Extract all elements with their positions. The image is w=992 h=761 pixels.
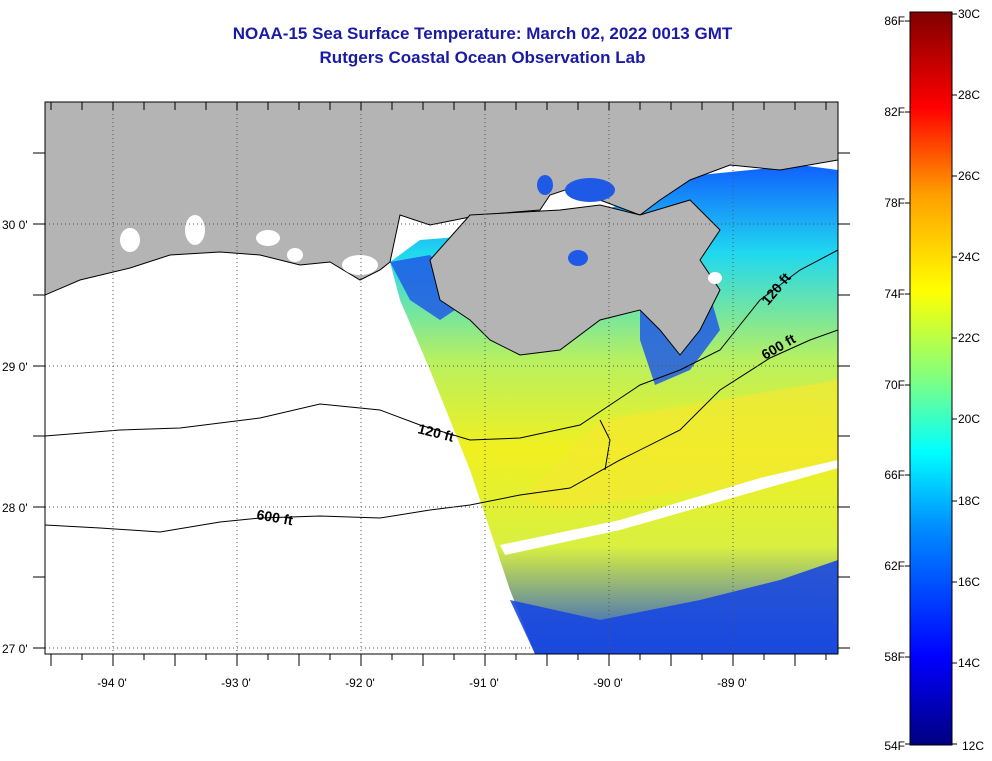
colorbar-f-label: 86F	[884, 14, 905, 28]
lon-label: -90 0'	[593, 676, 623, 690]
lat-label: 30 0'	[2, 218, 28, 232]
lon-label: -94 0'	[97, 676, 127, 690]
isobath-shelf-edge	[599, 419, 611, 471]
isobath-120ft-west	[45, 249, 838, 441]
colorbar-c-label: 18C	[958, 494, 980, 508]
lat-label: 29 0'	[2, 360, 28, 374]
colorbar-f-label: 54F	[884, 739, 905, 753]
lake-water	[537, 175, 553, 195]
lake-water	[568, 250, 588, 266]
lat-label: 28 0'	[2, 501, 28, 515]
colorbar-f-label: 82F	[884, 105, 905, 119]
colorbar-f-label: 62F	[884, 559, 905, 573]
lake	[342, 255, 378, 275]
lake	[256, 230, 280, 246]
isobath-label: 600 ft	[255, 506, 294, 528]
plot-frame	[44, 101, 839, 655]
colorbar-c-label: 14C	[958, 656, 980, 670]
colorbar-c-label: 16C	[958, 575, 980, 589]
map-subtitle: Rutgers Coastal Ocean Observation Lab	[319, 48, 646, 67]
colorbar-f-label: 70F	[884, 378, 905, 392]
land	[45, 102, 838, 296]
isobath-600ft-west	[45, 329, 838, 533]
colorbar	[909, 11, 953, 746]
axis-ticks	[33, 102, 850, 666]
lon-label: -92 0'	[345, 676, 375, 690]
warm-band	[520, 380, 838, 510]
lake	[287, 248, 303, 262]
lon-label: -93 0'	[221, 676, 251, 690]
colorbar-f-label: 58F	[884, 650, 905, 664]
map-title: NOAA-15 Sea Surface Temperature: March 0…	[232, 24, 733, 43]
lat-label: 27 0'	[2, 642, 28, 656]
colorbar-f-label: 74F	[884, 287, 905, 301]
colorbar-ticks	[905, 13, 957, 745]
colorbar-c-label: 30C	[958, 7, 980, 21]
lon-label: -89 0'	[717, 676, 747, 690]
colorbar-c-label: 22C	[958, 331, 980, 345]
delta-land	[429, 199, 721, 356]
lake-water	[565, 178, 615, 202]
colorbar-f-label: 78F	[884, 196, 905, 210]
colorbar-c-label: 12C	[962, 739, 984, 753]
graticule	[45, 102, 838, 654]
lake	[185, 215, 205, 245]
cool-southern-water	[510, 560, 838, 654]
lake	[120, 228, 140, 252]
lon-label: -91 0'	[469, 676, 499, 690]
colorbar-c-label: 26C	[958, 169, 980, 183]
lake	[708, 272, 722, 284]
colorbar-c-label: 28C	[958, 88, 980, 102]
colorbar-f-label: 66F	[884, 468, 905, 482]
colorbar-c-label: 24C	[958, 250, 980, 264]
colorbar-c-label: 20C	[958, 412, 980, 426]
